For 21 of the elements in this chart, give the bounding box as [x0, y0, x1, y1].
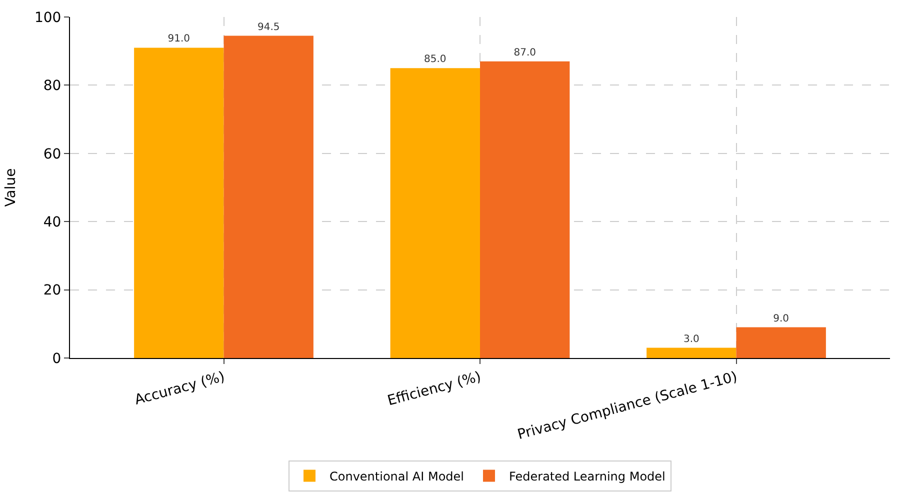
- bar: [134, 48, 224, 358]
- y-tick-label: 100: [34, 10, 62, 26]
- legend-label: Federated Learning Model: [509, 469, 666, 484]
- bar: [736, 327, 826, 358]
- y-axis-title: Value: [3, 168, 20, 207]
- legend-label: Conventional AI Model: [330, 469, 464, 484]
- y-tick-label: 80: [43, 78, 62, 94]
- data-label: 87.0: [514, 47, 536, 58]
- data-label: 91.0: [168, 34, 190, 45]
- data-label: 85.0: [424, 54, 446, 66]
- y-tick-label: 40: [43, 214, 62, 230]
- bar: [480, 61, 570, 358]
- data-label: 9.0: [773, 313, 790, 324]
- y-tick-label: 20: [43, 282, 62, 299]
- bar: [224, 36, 314, 358]
- bar: [646, 348, 736, 358]
- y-tick-label: 0: [52, 350, 62, 367]
- bar: [390, 68, 480, 358]
- y-tick-label: 60: [43, 146, 62, 162]
- data-label: 3.0: [683, 334, 700, 345]
- data-label: 94.5: [257, 22, 280, 33]
